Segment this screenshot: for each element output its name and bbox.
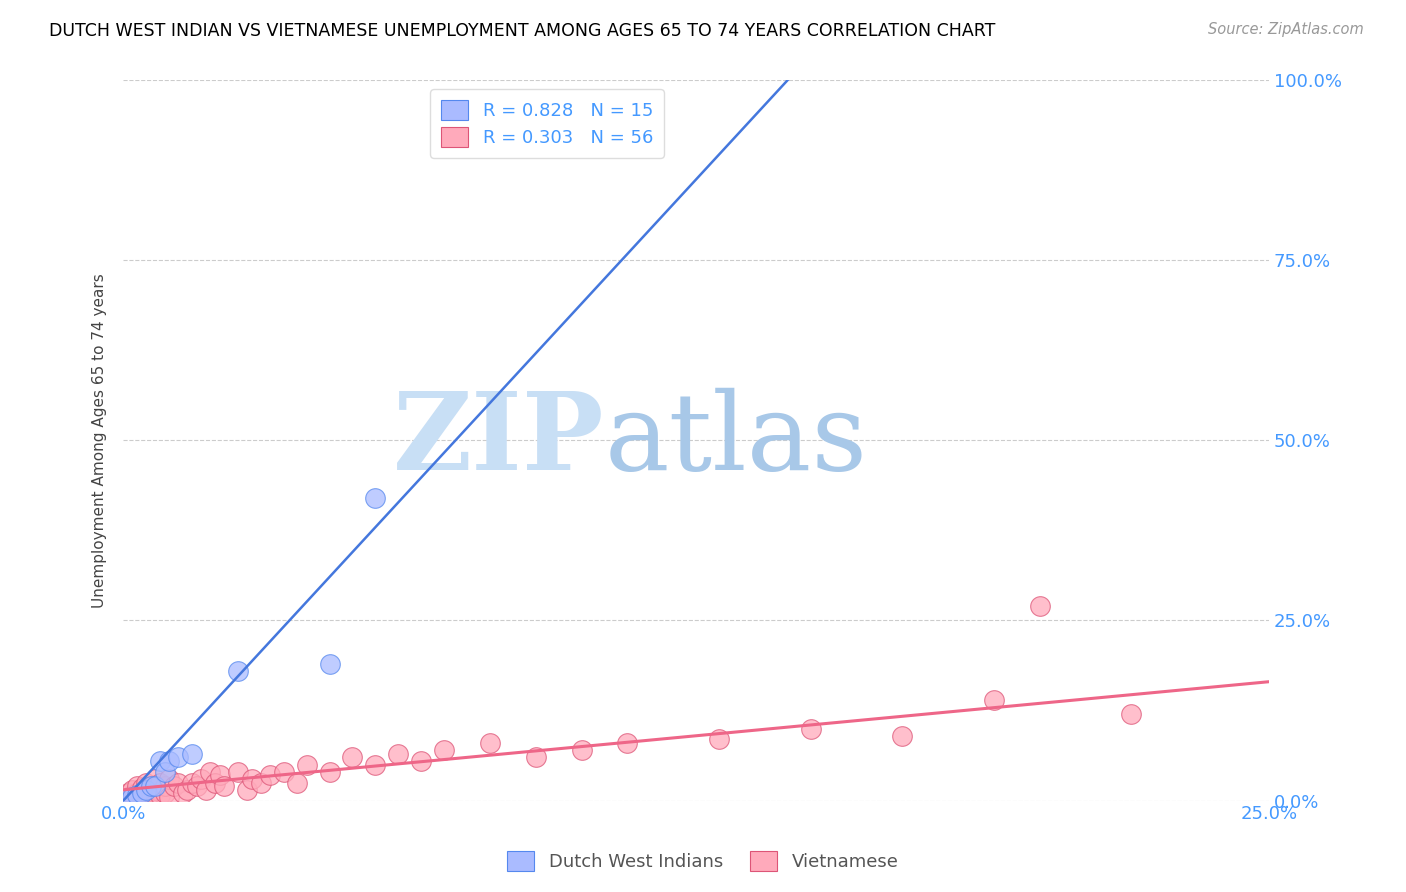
Point xyxy=(139,786,162,800)
Point xyxy=(149,775,172,789)
Point xyxy=(186,779,208,793)
Point xyxy=(208,768,231,782)
Point xyxy=(125,779,148,793)
Point xyxy=(149,788,172,802)
Point xyxy=(153,779,176,793)
Point xyxy=(411,754,433,768)
Point xyxy=(176,782,198,797)
Legend: R = 0.828   N = 15, R = 0.303   N = 56: R = 0.828 N = 15, R = 0.303 N = 56 xyxy=(430,89,664,158)
Point xyxy=(318,764,340,779)
Point xyxy=(295,757,318,772)
Point xyxy=(318,657,340,671)
Point xyxy=(121,788,143,802)
Point xyxy=(212,779,235,793)
Text: atlas: atlas xyxy=(605,388,868,493)
Point xyxy=(135,785,157,799)
Point xyxy=(121,790,143,805)
Point xyxy=(364,757,387,772)
Legend: Dutch West Indians, Vietnamese: Dutch West Indians, Vietnamese xyxy=(501,844,905,879)
Point xyxy=(131,780,153,795)
Point xyxy=(167,775,190,789)
Point xyxy=(149,754,172,768)
Point xyxy=(287,775,309,789)
Point xyxy=(891,729,914,743)
Point xyxy=(167,750,190,764)
Point xyxy=(135,775,157,789)
Point xyxy=(249,775,271,789)
Point xyxy=(139,779,162,793)
Point xyxy=(117,786,139,800)
Point xyxy=(194,782,217,797)
Point xyxy=(190,772,212,786)
Point xyxy=(433,743,456,757)
Point xyxy=(131,786,153,800)
Text: Source: ZipAtlas.com: Source: ZipAtlas.com xyxy=(1208,22,1364,37)
Point xyxy=(800,722,823,736)
Point xyxy=(387,747,409,761)
Point xyxy=(153,786,176,800)
Point xyxy=(117,791,139,805)
Point xyxy=(139,779,162,793)
Point xyxy=(135,782,157,797)
Point xyxy=(273,764,295,779)
Point xyxy=(145,772,167,786)
Point xyxy=(204,775,226,789)
Point xyxy=(145,782,167,797)
Point xyxy=(181,775,204,789)
Point xyxy=(181,747,204,761)
Point xyxy=(571,743,593,757)
Point xyxy=(259,768,281,782)
Point xyxy=(478,736,501,750)
Point xyxy=(153,764,176,779)
Point xyxy=(983,692,1005,706)
Point xyxy=(524,750,547,764)
Point xyxy=(342,750,364,764)
Point xyxy=(125,786,148,800)
Point xyxy=(163,779,186,793)
Point xyxy=(240,772,263,786)
Point xyxy=(364,491,387,505)
Point xyxy=(117,790,139,805)
Point xyxy=(236,782,259,797)
Point xyxy=(616,736,638,750)
Text: ZIP: ZIP xyxy=(392,387,605,493)
Point xyxy=(707,732,730,747)
Point xyxy=(172,786,194,800)
Point xyxy=(157,754,180,768)
Y-axis label: Unemployment Among Ages 65 to 74 years: Unemployment Among Ages 65 to 74 years xyxy=(93,273,107,607)
Point xyxy=(226,664,249,678)
Point xyxy=(157,772,180,786)
Point xyxy=(226,764,249,779)
Point xyxy=(121,782,143,797)
Point xyxy=(131,790,153,805)
Point xyxy=(145,779,167,793)
Point xyxy=(200,764,222,779)
Text: DUTCH WEST INDIAN VS VIETNAMESE UNEMPLOYMENT AMONG AGES 65 TO 74 YEARS CORRELATI: DUTCH WEST INDIAN VS VIETNAMESE UNEMPLOY… xyxy=(49,22,995,40)
Point xyxy=(157,790,180,805)
Point xyxy=(1029,599,1052,613)
Point xyxy=(125,788,148,802)
Point xyxy=(1121,707,1143,722)
